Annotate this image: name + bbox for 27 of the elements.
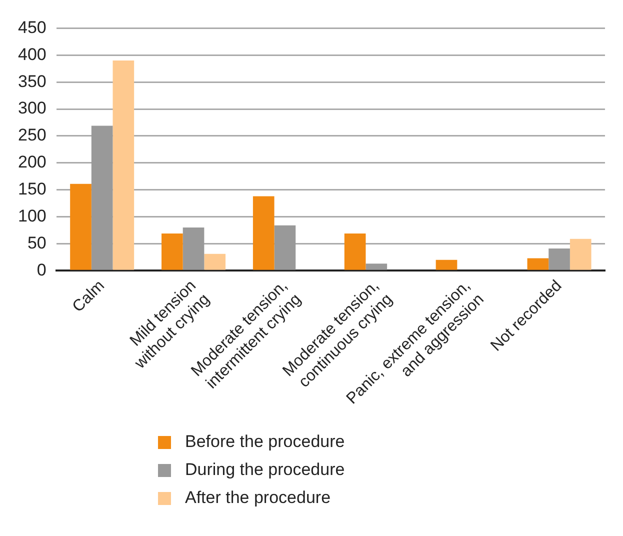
y-tick-label: 450 <box>18 18 46 37</box>
bar <box>570 238 592 270</box>
y-tick-label: 350 <box>18 72 46 91</box>
bar <box>91 126 113 270</box>
bar <box>182 228 204 270</box>
bar <box>548 248 570 270</box>
y-tick-label: 100 <box>18 206 46 226</box>
y-tick-label: 50 <box>27 233 46 252</box>
legend-label: After the procedure <box>185 488 331 508</box>
bar <box>344 233 366 270</box>
legend-label: Before the procedure <box>185 432 345 452</box>
bar <box>527 258 549 270</box>
bar <box>274 225 296 270</box>
bar <box>252 196 274 270</box>
bar <box>70 184 92 270</box>
y-tick-label: 300 <box>18 98 46 118</box>
y-tick-label: 200 <box>18 152 46 172</box>
y-tick-label: 250 <box>18 126 46 145</box>
y-tick-label: 150 <box>18 180 46 198</box>
bar <box>436 260 458 270</box>
bar <box>366 264 388 270</box>
bar <box>112 60 134 270</box>
y-tick-label: 400 <box>18 44 46 64</box>
bar <box>204 254 226 270</box>
y-tick-label: 0 <box>36 260 46 280</box>
legend-label: During the procedure <box>185 460 345 480</box>
bar <box>162 233 183 270</box>
